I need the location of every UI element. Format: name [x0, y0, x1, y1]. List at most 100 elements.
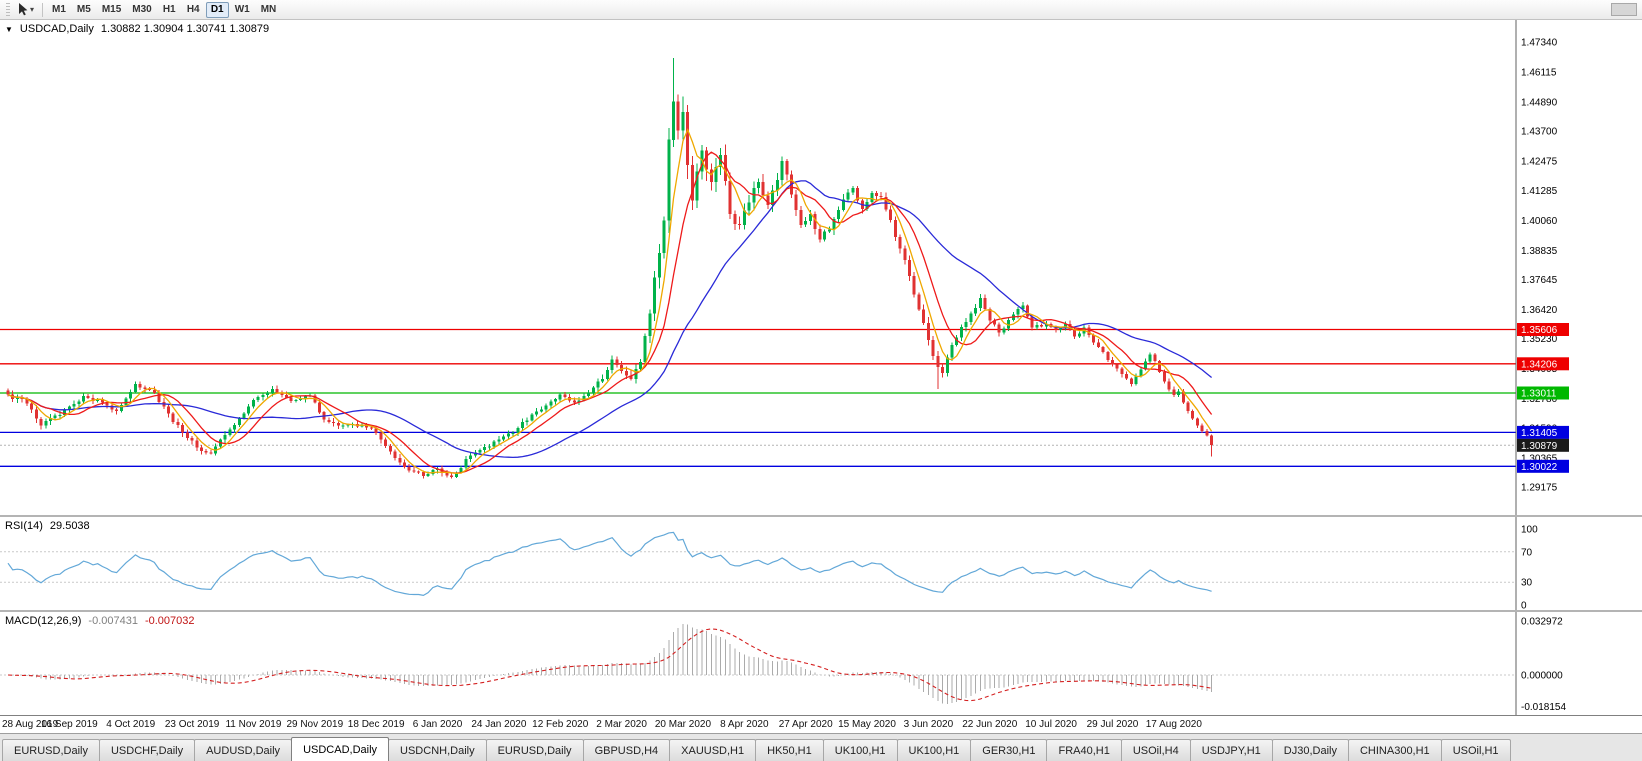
macd-tick-label: 0.032972 [1521, 617, 1563, 628]
ma-line-30 [7, 180, 1213, 459]
level-price-badge: 1.34206 [1517, 357, 1569, 371]
date-label: 11 Nov 2019 [225, 719, 282, 730]
svg-text:1.35606: 1.35606 [1521, 325, 1558, 336]
date-label: 4 Oct 2019 [106, 719, 156, 730]
top-toolbar: ▾ M1 M5 M15 M30 H1 H4 D1 W1 MN [0, 0, 1642, 20]
chevron-down-icon: ▾ [29, 4, 34, 14]
macd-histogram [12, 624, 1213, 704]
level-price-badge: 1.30022 [1517, 459, 1569, 473]
date-label: 28 Aug 2019 [2, 719, 59, 730]
svg-text:1.31405: 1.31405 [1521, 428, 1558, 439]
price-tick-label: 1.35230 [1521, 334, 1558, 345]
rsi-tick-label: 0 [1521, 601, 1527, 611]
price-tick-label: 1.36420 [1521, 305, 1558, 316]
price-tick-label: 1.30365 [1521, 453, 1558, 464]
date-label: 12 Feb 2020 [532, 719, 589, 730]
timeframe-button-h1[interactable]: H1 [162, 4, 176, 15]
price-tick-label: 1.41285 [1521, 186, 1558, 197]
chart-tab-china300-h1[interactable]: CHINA300,H1 [1347, 739, 1442, 761]
chart-tab-uk100-h1[interactable]: UK100,H1 [822, 739, 898, 761]
price-tick-label: 1.37645 [1521, 275, 1558, 286]
chart-tab-usoil-h4[interactable]: USOil,H4 [1120, 739, 1191, 761]
date-label: 29 Jul 2020 [1086, 719, 1139, 730]
panel-splitter[interactable] [0, 515, 1642, 517]
main-chart-canvas[interactable]: 1.47340 1.46115 1.44890 1.43700 1.42475 1.412… [0, 20, 1642, 515]
timeframe-button-mn[interactable]: MN [260, 4, 277, 15]
chart-tab-usdcad-daily[interactable]: USDCAD,Daily [291, 737, 390, 761]
chart-tab-usdcnh-daily[interactable]: USDCNH,Daily [388, 739, 487, 761]
toolbar-grip[interactable] [6, 3, 10, 16]
ma-line-10 [7, 151, 1213, 474]
chart-tab-uk100-h1[interactable]: UK100,H1 [896, 739, 972, 761]
macd-tick-label: -0.018154 [1521, 702, 1566, 713]
price-tick-label: 1.29175 [1521, 483, 1558, 494]
date-label: 27 Apr 2020 [778, 719, 833, 730]
price-tick-label: 1.46115 [1521, 68, 1557, 79]
price-tick-label: 1.42475 [1521, 157, 1558, 168]
timeframe-button-w1[interactable]: W1 [234, 4, 250, 15]
ma-line-5 [7, 128, 1213, 474]
chart-tab-fra40-h1[interactable]: FRA40,H1 [1046, 739, 1122, 761]
chart-tab-usdchf-daily[interactable]: USDCHF,Daily [98, 739, 196, 761]
rsi-panel-canvas[interactable]: 100 70 30 0 [0, 517, 1642, 610]
chart-tab-ger30-h1[interactable]: GER30,H1 [970, 739, 1048, 761]
svg-text:1.34206: 1.34206 [1521, 359, 1558, 370]
date-label: 6 Jan 2020 [412, 719, 463, 730]
price-tick-label: 1.38835 [1521, 246, 1558, 257]
price-tick-label: 1.32780 [1521, 394, 1558, 405]
price-tick-label: 1.44890 [1521, 98, 1558, 109]
price-tick-label: 1.43700 [1521, 127, 1558, 138]
timeframe-button-m15[interactable]: M15 [101, 4, 122, 15]
chart-tab-hk50-h1[interactable]: HK50,H1 [755, 739, 824, 761]
date-label: 10 Jul 2020 [1025, 719, 1077, 730]
chart-tab-audusd-daily[interactable]: AUDUSD,Daily [194, 739, 293, 761]
date-label: 29 Nov 2019 [286, 719, 344, 730]
chart-tab-xauusd-h1[interactable]: XAUUSD,H1 [669, 739, 757, 761]
timeframe-button-m5[interactable]: M5 [76, 4, 91, 15]
window-restore-button[interactable] [1611, 3, 1637, 16]
date-label: 8 Apr 2020 [720, 719, 769, 730]
chart-tab-eurusd-daily[interactable]: EURUSD,Daily [485, 739, 584, 761]
toolbar-separator [42, 2, 43, 17]
level-price-badge: 1.35606 [1517, 323, 1569, 336]
candles-series[interactable] [6, 58, 1214, 479]
date-label: 17 Aug 2020 [1145, 719, 1202, 730]
panel-splitter[interactable] [0, 610, 1642, 612]
date-label: 23 Oct 2019 [164, 719, 220, 730]
date-label: 16 Sep 2019 [41, 719, 98, 730]
date-label: 2 Mar 2020 [596, 719, 647, 730]
chart-tab-usoil-h1[interactable]: USOil,H1 [1440, 739, 1511, 761]
cursor-icon [18, 3, 28, 16]
date-label: 3 Jun 2020 [903, 719, 954, 730]
date-label: 20 Mar 2020 [654, 719, 712, 730]
timeframe-button-m30[interactable]: M30 [132, 4, 152, 15]
chart-tab-eurusd-daily[interactable]: EURUSD,Daily [2, 739, 100, 761]
macd-signal-line [7, 628, 1212, 702]
date-axis[interactable]: 28 Aug 2019 16 Sep 2019 4 Oct 2019 23 Oct 2… [0, 715, 1642, 733]
level-price-badge: 1.33011 [1517, 386, 1569, 400]
date-label: 15 May 2020 [838, 719, 896, 730]
rsi-tick-label: 100 [1521, 525, 1538, 536]
rsi-tick-label: 30 [1521, 578, 1533, 589]
chart-tab-dj30-daily[interactable]: DJ30,Daily [1271, 739, 1349, 761]
level-price-badge: 1.31405 [1517, 425, 1569, 439]
chart-tab-gbpusd-h4[interactable]: GBPUSD,H4 [582, 739, 671, 761]
macd-panel-canvas[interactable]: 0.032972 0.000000 -0.018154 [0, 612, 1642, 715]
svg-text:1.33011: 1.33011 [1521, 389, 1557, 400]
price-tick-label: 1.47340 [1521, 38, 1558, 49]
date-label: 24 Jan 2020 [471, 719, 527, 730]
svg-text:1.30022: 1.30022 [1521, 462, 1558, 473]
current-price-badge: 1.30879 [1517, 438, 1569, 452]
rsi-line [7, 531, 1212, 597]
rsi-tick-label: 70 [1521, 547, 1533, 558]
chart-window: 1.47340 1.46115 1.44890 1.43700 1.42475 1.412… [0, 20, 1642, 733]
pointer-tool-button[interactable]: ▾ [14, 1, 38, 18]
date-label: 18 Dec 2019 [347, 719, 405, 730]
svg-text:1.30879: 1.30879 [1521, 441, 1558, 452]
timeframe-button-m1[interactable]: M1 [52, 4, 66, 15]
timeframe-button-d1[interactable]: D1 [205, 1, 229, 18]
timeframe-button-h4[interactable]: H4 [186, 4, 200, 15]
date-label: 22 Jun 2020 [962, 719, 1018, 730]
price-tick-label: 1.40060 [1521, 216, 1558, 227]
chart-tab-usdjpy-h1[interactable]: USDJPY,H1 [1189, 739, 1273, 761]
